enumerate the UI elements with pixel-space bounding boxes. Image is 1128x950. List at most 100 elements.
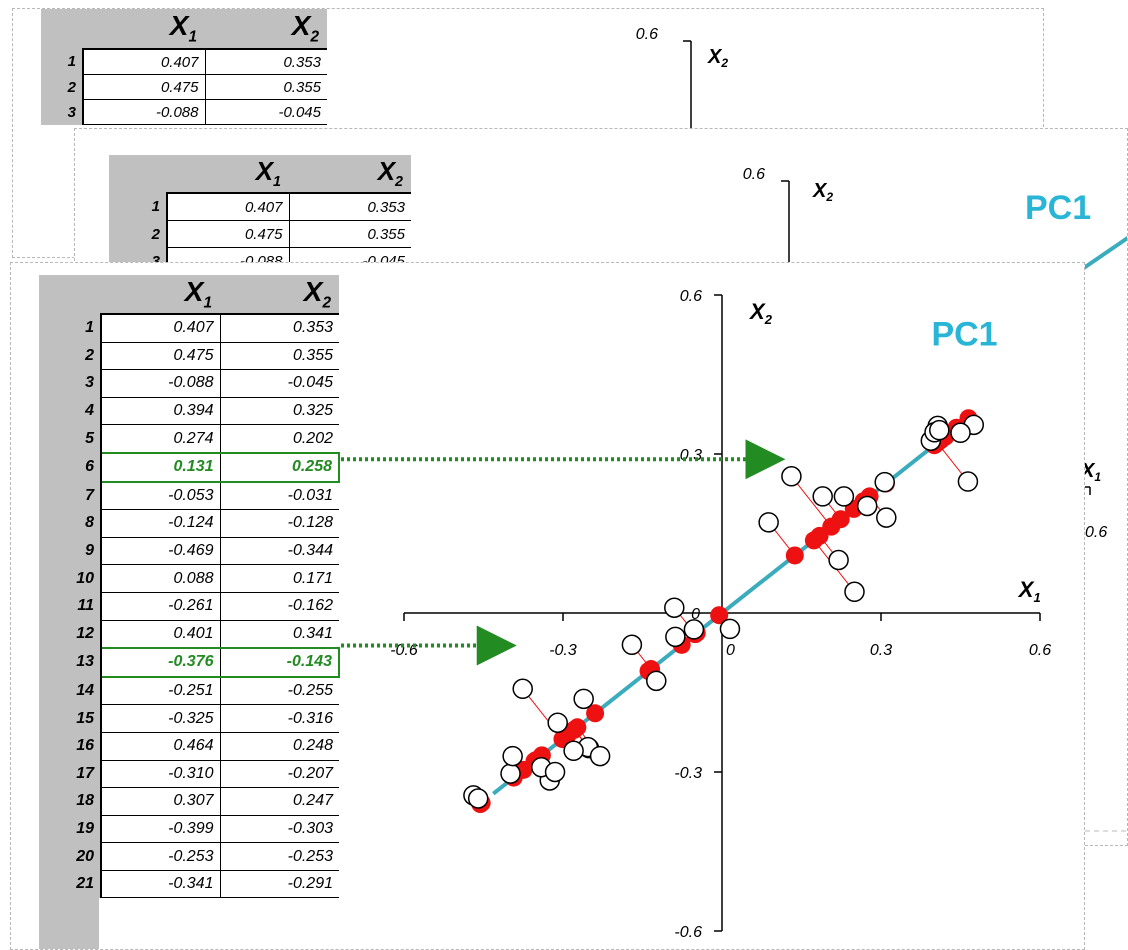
row-number: 15 <box>39 704 102 733</box>
projected-point <box>710 606 729 625</box>
row-number: 1 <box>39 314 102 343</box>
data-point <box>828 549 849 571</box>
row-number: 1 <box>41 49 84 75</box>
data-table-back: X1 X2 1 0.407 0.353 2 0.475 0.355 3 -0.088 -0.… <box>41 9 327 125</box>
x2-value: 0.353 <box>289 193 411 221</box>
x2-value: -0.316 <box>220 704 339 733</box>
x2-value: -0.128 <box>220 509 339 538</box>
table-row: 4 0.394 0.325 <box>39 397 339 426</box>
data-point <box>874 471 895 493</box>
x1-value: -0.124 <box>101 509 221 538</box>
data-point <box>563 740 584 762</box>
row-number: 2 <box>109 220 168 248</box>
row-number: 16 <box>39 732 102 760</box>
x2-value: -0.045 <box>205 99 327 125</box>
table-corner <box>41 9 83 49</box>
data-point <box>646 670 667 692</box>
table-row: 19 -0.399 -0.303 <box>39 815 339 844</box>
x1-value: -0.088 <box>83 99 206 125</box>
table-corner <box>109 155 167 193</box>
y-tick-label: -0.3 <box>674 765 702 782</box>
x2-value: 0.355 <box>220 342 339 371</box>
x1-value: 0.407 <box>101 314 221 343</box>
table-row: 9 -0.469 -0.344 <box>39 537 339 566</box>
origin-label: 0 <box>726 642 735 659</box>
data-point <box>544 761 566 783</box>
column-header-x1: X1 <box>101 275 220 315</box>
origin-label: 0 <box>691 606 700 623</box>
row-number: 8 <box>39 509 102 538</box>
table-row: 1 0.407 0.353 <box>39 314 339 343</box>
x2-value: -0.031 <box>220 481 339 511</box>
x1-value: 0.401 <box>101 620 221 649</box>
data-table: X1 X2 1 0.407 0.353 2 0.475 0.355 3 -0.088 -0.04… <box>39 275 340 899</box>
column-header-x2: X2 <box>289 155 411 194</box>
x2-value: 0.247 <box>220 787 339 816</box>
main-slide: X1 X2 1 0.407 0.353 2 0.475 0.355 3 -0.088 -0.04… <box>10 262 1085 950</box>
table-row: 12 0.401 0.341 <box>39 620 339 649</box>
data-point <box>876 507 897 528</box>
row-number: 13 <box>39 648 102 677</box>
table-row: 18 0.307 0.247 <box>39 787 339 816</box>
x2-value: -0.344 <box>220 537 339 566</box>
row-number: 2 <box>39 342 102 370</box>
x2-value: -0.255 <box>220 676 339 706</box>
row-number: 9 <box>39 537 102 565</box>
table-row: 6 0.131 0.258 <box>39 451 340 483</box>
x1-value: 0.394 <box>101 397 221 426</box>
column-header-x2: X2 <box>220 275 339 315</box>
row-number: 12 <box>39 620 102 649</box>
pc1-label: PC1 <box>931 315 997 353</box>
x1-value: -0.053 <box>101 481 221 511</box>
x1-value: 0.131 <box>100 451 221 483</box>
x2-value: 0.341 <box>220 620 339 649</box>
projection-segment <box>791 475 832 527</box>
table-row: 7 -0.053 -0.031 <box>39 481 339 511</box>
x1-value: -0.376 <box>100 647 221 678</box>
data-point <box>512 678 533 700</box>
y-tick-label: 0.3 <box>680 447 702 464</box>
y-axis-label: X2 <box>707 46 728 70</box>
x2-value: 0.258 <box>220 451 340 483</box>
table-row: 5 0.274 0.202 <box>39 424 339 454</box>
table-row: 2 0.475 0.355 <box>39 342 339 371</box>
x2-value: -0.162 <box>220 592 339 621</box>
x1-value: -0.310 <box>101 760 221 789</box>
x2-value: 0.202 <box>220 424 339 454</box>
row-number: 21 <box>39 870 102 898</box>
table-row: 21 -0.341 -0.291 <box>39 870 339 899</box>
x-axis-label: X1 <box>1017 577 1041 605</box>
data-point <box>929 419 950 441</box>
x2-value: -0.303 <box>220 815 339 844</box>
x2-value: -0.291 <box>220 870 339 899</box>
table-row: 16 0.464 0.248 <box>39 732 339 761</box>
x1-value: 0.407 <box>167 193 290 221</box>
data-point <box>664 597 685 618</box>
x1-value: -0.341 <box>101 870 221 899</box>
column-header-x1: X1 <box>83 9 205 50</box>
x2-value: -0.207 <box>220 760 339 789</box>
x1-value: -0.469 <box>101 537 221 566</box>
table-row: 15 -0.325 -0.316 <box>39 704 339 733</box>
data-point <box>856 495 878 517</box>
table-row: 20 -0.253 -0.253 <box>39 842 339 871</box>
x1-value: 0.407 <box>83 49 206 75</box>
projected-point <box>586 704 605 723</box>
data-point <box>467 788 489 809</box>
projected-point <box>785 546 804 565</box>
x2-value: 0.355 <box>205 74 327 100</box>
table-row: 13 -0.376 -0.143 <box>39 647 340 678</box>
row-number: 18 <box>39 787 102 816</box>
data-point <box>665 626 686 648</box>
y-tick-label: 0.6 <box>743 166 765 183</box>
y-tick-label: 0.6 <box>636 26 658 43</box>
y-axis-label: X2 <box>812 180 833 204</box>
table-corner <box>39 275 101 314</box>
row-number: 11 <box>39 592 102 621</box>
x1-value: 0.475 <box>101 342 221 371</box>
projected-point <box>831 510 850 529</box>
x1-value: -0.088 <box>101 369 221 398</box>
x1-value: -0.399 <box>101 815 221 844</box>
x1-value: 0.088 <box>101 564 221 593</box>
data-point <box>781 466 802 487</box>
